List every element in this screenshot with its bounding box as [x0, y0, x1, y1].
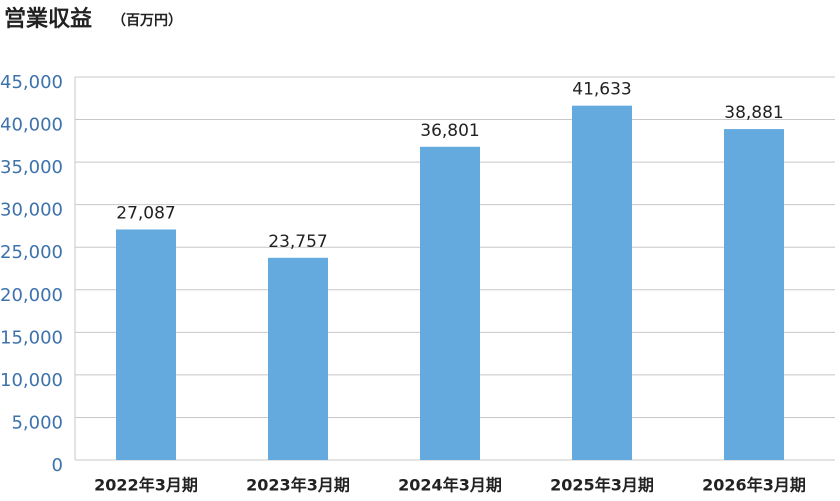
value-label: 27,087: [116, 203, 175, 223]
chart-title: 営業収益: [4, 6, 92, 32]
y-tick-label: 45,000: [0, 72, 63, 93]
value-label: 41,633: [572, 80, 631, 100]
bar: [572, 105, 632, 460]
y-tick-label: 30,000: [0, 200, 63, 221]
x-tick-label: 2026年3月期: [702, 476, 806, 495]
y-tick-label: 10,000: [0, 370, 63, 391]
value-label: 38,881: [724, 103, 783, 123]
x-tick-label: 2025年3月期: [550, 476, 654, 495]
x-tick-label: 2022年3月期: [94, 476, 198, 495]
bar: [724, 129, 784, 461]
y-tick-label: 40,000: [0, 115, 63, 136]
bar: [116, 229, 176, 460]
bar: [420, 146, 480, 460]
y-tick-label: 25,000: [0, 242, 63, 263]
y-tick-label: 5,000: [11, 412, 63, 433]
x-tick-label: 2024年3月期: [398, 476, 502, 495]
y-tick-label: 0: [52, 455, 63, 476]
value-label: 36,801: [420, 121, 479, 141]
y-tick-label: 15,000: [0, 327, 63, 348]
chart-subtitle: （百万円）: [112, 13, 182, 29]
bar: [268, 257, 328, 460]
value-label: 23,757: [268, 232, 327, 252]
y-tick-label: 35,000: [0, 157, 63, 178]
x-tick-label: 2023年3月期: [246, 476, 350, 495]
y-tick-label: 20,000: [0, 285, 63, 306]
